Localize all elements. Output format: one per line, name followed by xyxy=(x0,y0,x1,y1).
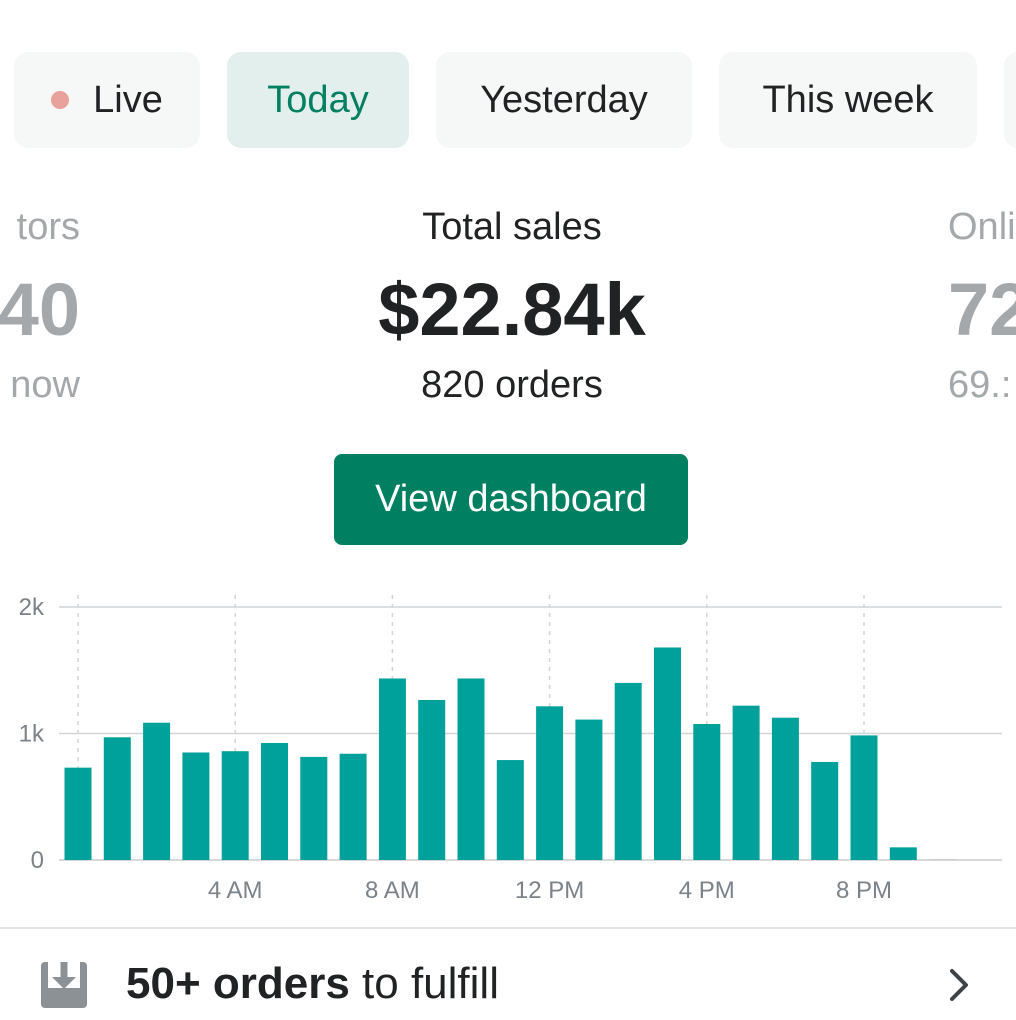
metric-visitors-label: tors xyxy=(16,206,80,248)
chart-x-tick-label: 8 AM xyxy=(365,877,420,904)
chart-bar xyxy=(811,761,839,860)
metric-online-label: Onli xyxy=(948,206,1016,248)
chart-y-tick-label: 2k xyxy=(19,594,45,621)
orders-to-fulfill-text: 50+ orders to fulfill xyxy=(126,959,499,1009)
chart-bar xyxy=(300,756,328,860)
chart-bar xyxy=(771,717,799,860)
chart-x-tick-label: 12 PM xyxy=(515,877,584,904)
tab-today[interactable]: Today xyxy=(227,52,409,148)
live-dot-icon xyxy=(51,91,70,109)
tab-this-week-label: This week xyxy=(762,78,934,121)
metric-online-sub: 69.: xyxy=(948,364,1012,406)
metric-online-store[interactable]: Onli 72 69.: xyxy=(948,206,1016,407)
tab-yesterday-label: Yesterday xyxy=(480,78,648,121)
metric-visitors-value: 40 xyxy=(0,268,80,351)
chart-bar xyxy=(929,859,957,860)
metric-visitors[interactable]: tors 40 now xyxy=(0,206,80,407)
chart-x-tick-label: 4 PM xyxy=(679,877,735,904)
chart-bar xyxy=(889,847,917,860)
chart-bar xyxy=(339,753,367,860)
orders-suffix: to fulfill xyxy=(349,959,499,1008)
chart-bar xyxy=(614,682,642,860)
chart-bar xyxy=(496,760,524,860)
total-sales-value: $22.84k xyxy=(378,268,646,351)
tab-live-label: Live xyxy=(93,78,163,121)
chart-bar xyxy=(143,722,171,860)
metric-visitors-sub: now xyxy=(10,364,80,406)
inbox-download-icon xyxy=(41,962,87,1008)
chart-bar xyxy=(64,767,92,860)
chart-bar xyxy=(182,752,210,860)
metric-online-value: 72 xyxy=(948,268,1016,351)
chart-bar xyxy=(654,647,681,860)
chart-bar xyxy=(221,751,249,860)
chart-x-tick-label: 4 AM xyxy=(208,877,263,904)
chart-bar xyxy=(732,705,760,860)
chart-bar xyxy=(575,719,603,860)
chart-bar xyxy=(457,678,485,860)
chart-bar xyxy=(378,678,406,860)
total-sales-orders: 820 orders xyxy=(421,364,603,406)
view-dashboard-button[interactable]: View dashboard xyxy=(334,454,688,545)
chart-y-tick-label: 0 xyxy=(31,847,44,874)
tab-today-label: Today xyxy=(267,78,369,121)
orders-count: 50+ orders xyxy=(126,959,350,1008)
divider xyxy=(0,927,1016,929)
tab-live[interactable]: Live xyxy=(14,52,200,148)
chart-y-tick-label: 1k xyxy=(19,721,45,748)
chart-bar xyxy=(418,699,446,860)
chevron-right-icon xyxy=(950,969,968,1001)
chart-bar xyxy=(850,735,878,860)
tab-this-week[interactable]: This week xyxy=(719,52,977,148)
chart-bar xyxy=(261,742,288,860)
chart-bar xyxy=(536,706,564,860)
total-sales-label: Total sales xyxy=(422,206,602,248)
tab-overflow[interactable] xyxy=(1004,52,1016,148)
metric-total-sales[interactable]: Total sales $22.84k 820 orders xyxy=(312,206,712,407)
tab-yesterday[interactable]: Yesterday xyxy=(436,52,692,148)
chart-bar xyxy=(103,737,131,860)
sales-bar-chart: 2k 1k 0 4 AM 8 AM 12 PM 4 PM 8 PM xyxy=(19,594,1002,904)
chart-bar xyxy=(693,724,721,860)
orders-to-fulfill-row[interactable]: 50+ orders to fulfill xyxy=(0,929,1016,1020)
chart-x-tick-label: 8 PM xyxy=(836,877,892,904)
